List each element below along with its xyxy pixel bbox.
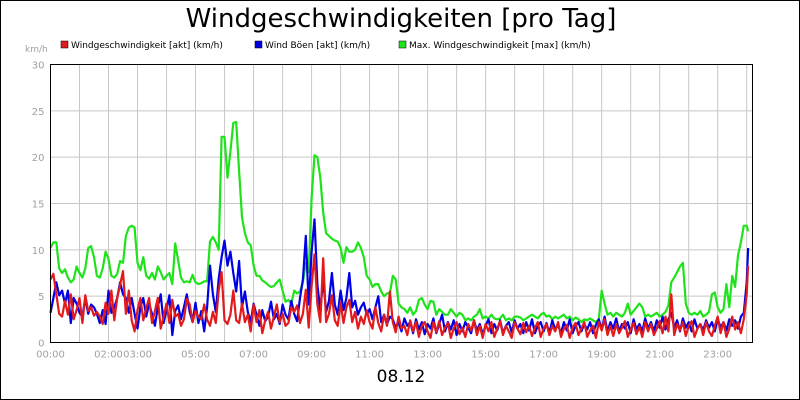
y-tick-label: 15 <box>32 200 45 211</box>
x-axis-ticks: 00:00 02:00 03:00 05:00 07:00 09:00 11:00 13:00… <box>36 350 732 361</box>
y-tick-label: 30 <box>32 61 45 72</box>
y-tick-label: 0 <box>38 339 44 350</box>
x-tick-label: 17:00 <box>529 350 558 361</box>
legend-swatch-0 <box>60 40 69 49</box>
chart-grid <box>50 64 753 343</box>
y-axis-ticks: 0 5 10 15 20 25 30 <box>32 61 45 350</box>
x-tick-label: 02:00 <box>94 350 123 361</box>
legend-swatch-1 <box>254 40 263 49</box>
y-tick-label: 10 <box>32 246 45 257</box>
x-tick-label: 07:00 <box>239 350 268 361</box>
chart-legend: Windgeschwindigkeit [akt] (km/h) Wind Böe… <box>60 40 591 51</box>
x-tick-label: 23:00 <box>703 350 732 361</box>
legend-label-1: Wind Böen [akt] (km/h) <box>265 41 370 51</box>
chart-series <box>49 120 750 339</box>
y-axis-label: km/h <box>25 45 48 55</box>
chart-title: Windgeschwindigkeiten [pro Tag] <box>185 4 617 34</box>
x-tick-label: 00:00 <box>36 350 65 361</box>
plot-border <box>50 64 753 343</box>
y-tick-label: 20 <box>32 153 45 164</box>
x-axis-date-label: 08.12 <box>376 367 426 387</box>
y-tick-label: 25 <box>32 107 45 118</box>
x-tick-label: 11:00 <box>355 350 384 361</box>
x-tick-label: 03:00 <box>123 350 152 361</box>
legend-label-2: Max. Windgeschwindigkeit [max] (km/h) <box>409 41 591 51</box>
series-line-0 <box>49 253 750 339</box>
y-tick-label: 5 <box>38 292 44 303</box>
x-tick-label: 09:00 <box>297 350 326 361</box>
x-tick-label: 15:00 <box>471 350 500 361</box>
legend-label-0: Windgeschwindigkeit [akt] (km/h) <box>71 41 223 51</box>
x-tick-label: 19:00 <box>587 350 616 361</box>
series-line-2 <box>49 120 750 324</box>
x-tick-label: 05:00 <box>181 350 210 361</box>
x-tick-label: 13:00 <box>413 350 442 361</box>
legend-swatch-2 <box>398 40 407 49</box>
x-tick-label: 21:00 <box>645 350 674 361</box>
